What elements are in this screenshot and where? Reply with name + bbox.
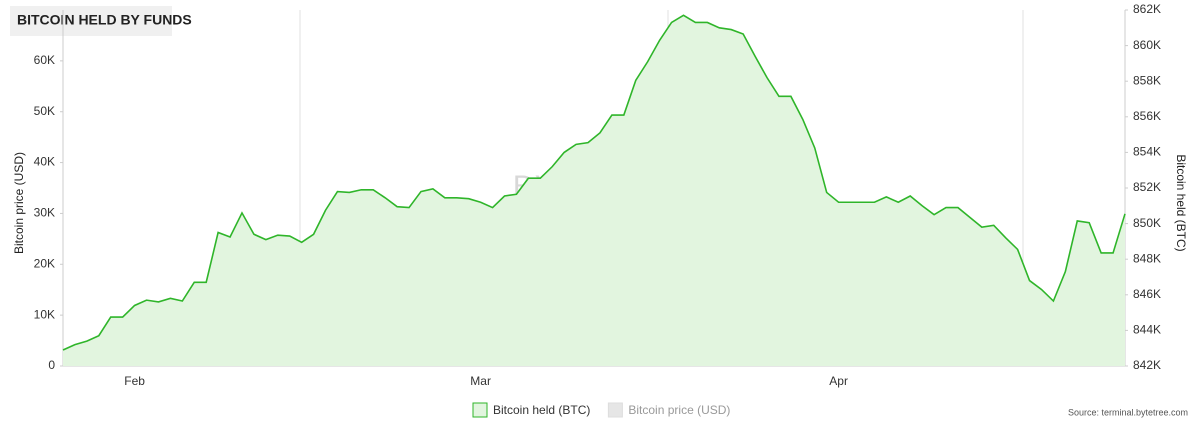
legend-swatch[interactable]	[607, 402, 623, 418]
x-tick-label: Feb	[124, 374, 145, 388]
y2-tick-label: 856K	[1133, 109, 1161, 123]
legend-label[interactable]: Bitcoin held (BTC)	[493, 403, 590, 417]
chart-title: BITCOIN HELD BY FUNDS	[17, 12, 192, 28]
y-tick-label: 0	[48, 358, 55, 372]
legend-label[interactable]: Bitcoin price (USD)	[628, 403, 730, 417]
source: Source: terminal.bytetree.com	[1068, 407, 1188, 417]
x-tick-label: Mar	[470, 374, 491, 388]
y2-tick-label: 852K	[1133, 180, 1161, 194]
y2-axis-title: Bitcoin held (BTC)	[1174, 154, 1188, 251]
y2-tick-label: 860K	[1133, 38, 1161, 52]
y2-tick-label: 854K	[1133, 145, 1161, 159]
y2-tick-label: 844K	[1133, 323, 1161, 337]
y2-tick-label: 862K	[1133, 2, 1161, 16]
y2-tick-label: 850K	[1133, 216, 1161, 230]
line	[62, 14, 1126, 351]
title-box	[10, 6, 172, 36]
y2-tick-label: 846K	[1133, 287, 1161, 301]
y-axis-title: Bitcoin price (USD)	[12, 152, 26, 254]
y-tick-label: 50K	[34, 104, 55, 118]
y2-tick-label: 842K	[1133, 358, 1161, 372]
legend-swatch[interactable]	[472, 402, 488, 418]
area	[63, 15, 1125, 367]
y-tick-label: 10K	[34, 307, 55, 321]
y2-tick-label: 858K	[1133, 73, 1161, 87]
x-tick-label: Apr	[829, 374, 848, 388]
y-tick-label: 20K	[34, 256, 55, 270]
y-tick-label: 30K	[34, 206, 55, 220]
y2-tick-label: 848K	[1133, 251, 1161, 265]
y-tick-label: 60K	[34, 53, 55, 67]
y-tick-label: 40K	[34, 155, 55, 169]
